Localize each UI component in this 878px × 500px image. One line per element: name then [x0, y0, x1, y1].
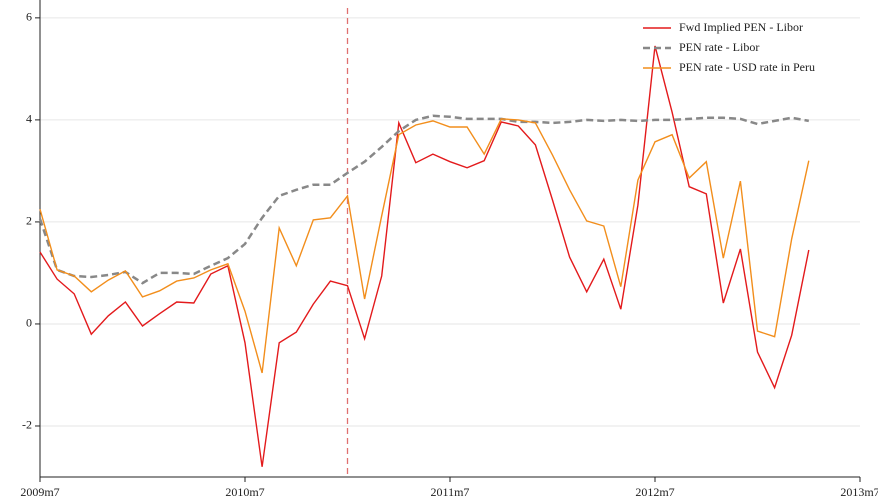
- legend-label: PEN rate - Libor: [679, 40, 759, 54]
- y-tick-label: -2: [22, 418, 32, 432]
- x-tick-label: 2010m7: [225, 485, 264, 499]
- y-tick-label: 4: [26, 112, 32, 126]
- legend-label: PEN rate - USD rate in Peru: [679, 60, 815, 74]
- y-tick-label: 0: [26, 316, 32, 330]
- x-tick-label: 2009m7: [20, 485, 59, 499]
- y-tick-label: 2: [26, 214, 32, 228]
- x-tick-label: 2013m7: [840, 485, 878, 499]
- x-tick-label: 2011m7: [431, 485, 470, 499]
- series-line: [39, 118, 810, 374]
- legend-label: Fwd Implied PEN - Libor: [679, 20, 803, 34]
- series-line: [38, 114, 810, 285]
- x-tick-label: 2012m7: [635, 485, 674, 499]
- series-line: [39, 45, 810, 467]
- y-tick-label: 6: [26, 10, 32, 24]
